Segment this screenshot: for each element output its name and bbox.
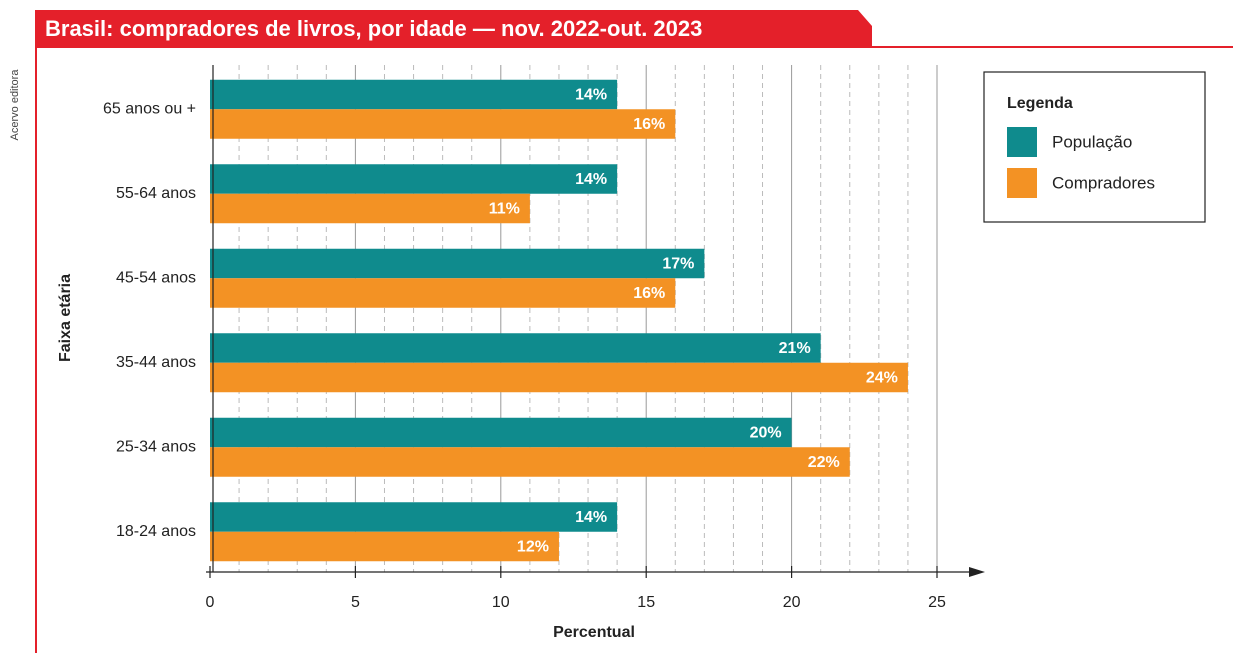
value-label: 12% [517, 539, 549, 556]
value-label: 14% [575, 509, 607, 526]
y-tick-label: 65 anos ou + [103, 100, 196, 117]
x-tick-label: 5 [351, 594, 360, 611]
title-bar [35, 10, 872, 48]
bar [210, 109, 676, 139]
value-label: 16% [633, 116, 665, 133]
x-tick-label: 10 [492, 594, 510, 611]
legend-swatch [1007, 168, 1037, 198]
y-axis-title: Faixa etária [57, 274, 74, 362]
legend-swatch [1007, 127, 1037, 157]
legend: Legenda População Compradores [983, 71, 1206, 223]
y-tick-label: 55-64 anos [116, 185, 196, 202]
bar [210, 164, 618, 194]
x-tick-label: 15 [637, 594, 655, 611]
x-tick-label: 0 [206, 594, 215, 611]
chart-title: Brasil: compradores de livros, por idade… [45, 16, 702, 41]
value-label: 24% [866, 370, 898, 387]
x-tick-label: 20 [783, 594, 801, 611]
grid [238, 65, 938, 572]
credit: Acervo editora [9, 69, 21, 141]
legend-label: Compradores [1052, 173, 1155, 192]
bar [210, 333, 821, 363]
bar [210, 531, 559, 562]
value-label: 11% [489, 201, 520, 218]
bar [210, 447, 850, 477]
y-tick-label: 45-54 anos [116, 269, 196, 286]
legend-label: População [1052, 132, 1132, 151]
x-axis-arrow [969, 567, 985, 577]
value-label: 14% [575, 87, 607, 104]
bar [210, 502, 618, 532]
bar [210, 417, 792, 448]
value-label: 21% [779, 340, 811, 357]
bar [210, 248, 705, 279]
bar [210, 79, 618, 110]
bar [210, 362, 908, 393]
legend-title: Legenda [1007, 95, 1073, 112]
x-axis-title: Percentual [553, 624, 635, 641]
value-label: 17% [662, 256, 694, 273]
bar [210, 193, 530, 224]
value-label: 22% [808, 454, 840, 471]
value-label: 16% [633, 285, 665, 302]
y-tick-label: 35-44 anos [116, 354, 196, 371]
y-tick-label: 25-34 anos [116, 438, 196, 455]
value-label: 14% [575, 171, 607, 188]
y-tick-label: 18-24 anos [116, 523, 196, 540]
bar [210, 278, 676, 308]
x-tick-label: 25 [928, 594, 946, 611]
value-label: 20% [750, 425, 782, 442]
